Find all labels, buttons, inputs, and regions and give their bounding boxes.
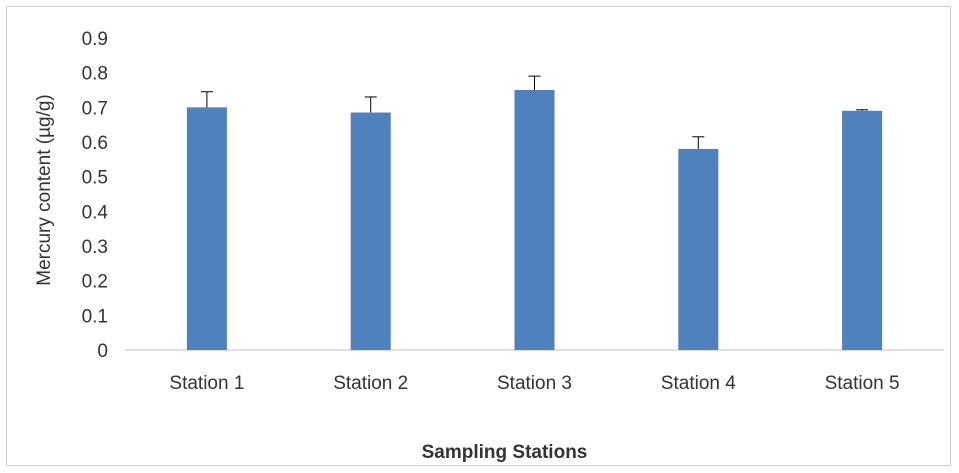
bar (350, 112, 391, 351)
y-tick-label: 0.1 (82, 306, 108, 327)
x-axis-ticks: Station 1 Station 2 Station 3 Station 4 Stat… (169, 373, 899, 394)
x-axis-title: Sampling Stations (422, 442, 588, 463)
y-axis-ticks: 0 0.1 0.2 0.3 0.4 0.5 0.6 0.7 0.8 0.9 (82, 29, 109, 362)
y-tick-label: 0.8 (82, 64, 108, 85)
x-tick-label: Station 3 (497, 373, 572, 394)
chart-frame (6, 6, 951, 466)
error-bars (200, 75, 869, 149)
y-tick-label: 0.3 (82, 237, 108, 258)
y-axis-title: Mercury content (µg/g) (34, 94, 55, 286)
bar (514, 90, 555, 350)
y-tick-label: 0.2 (82, 272, 108, 293)
bar (186, 107, 227, 350)
bar-series (186, 90, 883, 351)
y-tick-label: 0.5 (82, 168, 108, 189)
bar (678, 148, 719, 350)
y-tick-label: 0.9 (82, 29, 108, 50)
y-tick-label: 0.7 (82, 98, 108, 119)
x-tick-label: Station 5 (825, 373, 900, 394)
x-tick-label: Station 2 (333, 373, 408, 394)
y-tick-label: 0.6 (82, 133, 108, 154)
y-tick-label: 0.4 (82, 202, 109, 223)
x-tick-label: Station 1 (169, 373, 244, 394)
bar (842, 110, 883, 350)
y-tick-label: 0 (97, 341, 108, 362)
x-tick-label: Station 4 (661, 373, 736, 394)
